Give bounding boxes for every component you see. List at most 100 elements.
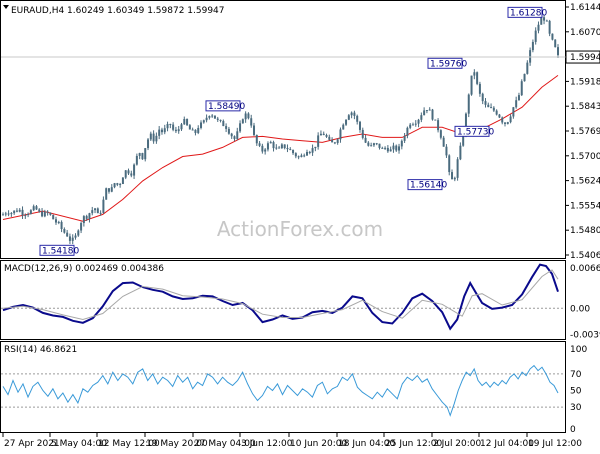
candle — [242, 118, 244, 123]
candle-body — [365, 138, 367, 143]
candle-body — [105, 188, 107, 199]
annotation-label: 1.59760 — [430, 59, 467, 69]
candle-body — [440, 130, 442, 138]
candle-body — [183, 119, 185, 124]
candle-body — [348, 115, 350, 120]
candle-body — [353, 113, 355, 116]
candle-body — [217, 119, 219, 120]
candle-body — [94, 208, 96, 210]
candle-body — [100, 213, 102, 214]
candle-body — [334, 142, 336, 143]
price-tick-label: 1.57690 — [570, 127, 600, 137]
candle — [52, 215, 54, 220]
candle-body — [359, 122, 361, 130]
candle-body — [292, 150, 294, 153]
candle-body — [278, 148, 280, 149]
candle-body — [451, 172, 453, 179]
candle-body — [208, 116, 210, 118]
candle-body — [370, 145, 372, 146]
candle-body — [326, 135, 328, 137]
price-annotation: 1.58490 — [206, 101, 245, 112]
annotation-label: 1.58490 — [208, 102, 245, 112]
candle-body — [167, 124, 169, 128]
candle-body — [406, 128, 408, 136]
candle-body — [512, 107, 514, 116]
candle-body — [468, 95, 470, 114]
price-tick-label: 1.60700 — [570, 28, 600, 38]
candle-body — [242, 119, 244, 123]
symbol-info: EURAUD,H4 1.60249 1.60349 1.59872 1.5994… — [11, 6, 225, 16]
candle-body — [420, 115, 422, 120]
candle-body — [180, 124, 182, 129]
candle-body — [479, 84, 481, 94]
price-tick-label: 1.54060 — [570, 251, 600, 261]
candle-body — [38, 209, 40, 211]
candle-body — [496, 111, 498, 115]
candle-body — [426, 110, 428, 111]
candle-body — [13, 211, 15, 213]
candle — [554, 39, 556, 47]
candle-body — [526, 63, 528, 74]
candle-body — [119, 184, 121, 185]
candle-body — [35, 206, 37, 209]
candle-body — [384, 148, 386, 149]
candle-body — [253, 125, 255, 134]
candle-body — [331, 140, 333, 143]
candle-body — [267, 143, 269, 149]
candle-body — [158, 130, 160, 136]
candle-body — [250, 118, 252, 125]
candle-body — [546, 21, 548, 22]
candle-body — [339, 129, 341, 139]
candle-body — [390, 149, 392, 151]
candle-body — [55, 219, 57, 222]
candle-body — [122, 178, 124, 184]
current-price-label: 1.59947 — [570, 53, 600, 63]
candle-body — [443, 138, 445, 147]
candle-body — [49, 213, 51, 215]
candle-body — [521, 81, 523, 95]
candle-body — [189, 125, 191, 129]
candle-body — [30, 210, 32, 214]
candle-body — [125, 170, 127, 177]
candle-body — [141, 153, 143, 159]
annotation-label: 1.54180 — [42, 246, 79, 256]
candle — [521, 79, 523, 96]
candle-body — [33, 206, 35, 210]
candle-body — [220, 120, 222, 121]
candle-body — [431, 110, 433, 120]
candle-body — [448, 155, 450, 172]
candle-body — [323, 134, 325, 135]
price-annotation: 1.59760 — [428, 58, 467, 69]
candle-body — [228, 129, 230, 134]
candle-body — [186, 119, 188, 125]
candle-body — [178, 129, 180, 131]
rsi-tick-label: 70 — [570, 370, 582, 380]
candle-body — [47, 212, 49, 213]
candle-body — [88, 213, 90, 219]
candle-body — [150, 134, 152, 140]
annotation-label: 1.57730 — [457, 127, 494, 137]
candle-body — [457, 159, 459, 178]
candle-body — [102, 200, 104, 213]
rsi-tick-label: 100 — [570, 345, 587, 355]
candle-body — [300, 155, 302, 157]
candle-body — [317, 135, 319, 146]
candle-body — [398, 146, 400, 150]
candle — [468, 93, 470, 117]
candle-body — [518, 95, 520, 100]
candle-body — [197, 128, 199, 133]
candle-body — [231, 134, 233, 137]
candle-body — [61, 222, 63, 229]
candle-body — [342, 125, 344, 130]
candle-body — [473, 72, 475, 75]
candle — [186, 118, 188, 126]
price-tick-label: 1.56240 — [570, 177, 600, 187]
candle-body — [86, 216, 88, 219]
candle-body — [155, 136, 157, 142]
candle-body — [10, 213, 12, 214]
candle-body — [281, 144, 283, 148]
candle-body — [130, 173, 132, 175]
candle-body — [401, 141, 403, 147]
time-tick-label: 19 Jul 12:00 — [528, 439, 582, 449]
candle-body — [351, 113, 353, 116]
